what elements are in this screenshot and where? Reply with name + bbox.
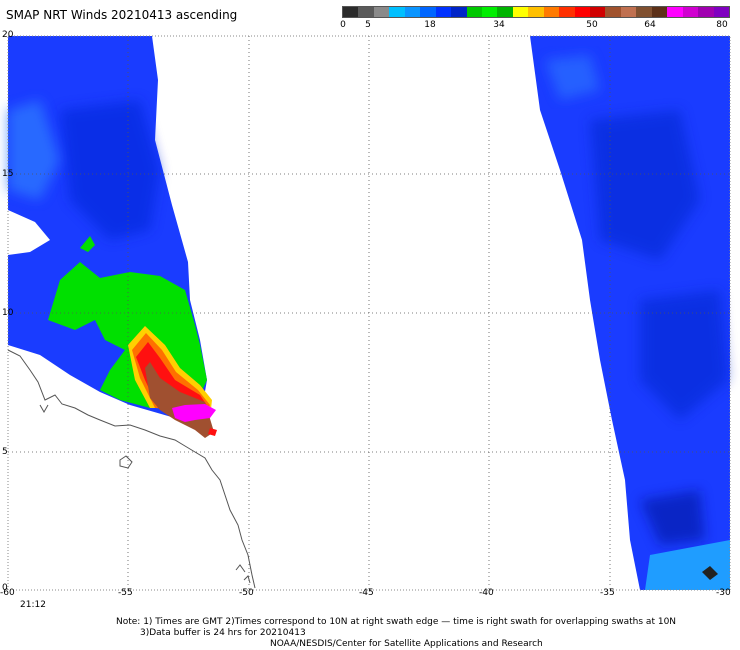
colorbar-swatch [358, 7, 374, 17]
storm-red-tip [208, 428, 217, 436]
y-tick-20: 20 [2, 30, 14, 40]
colorbar-swatch [528, 7, 544, 17]
x-tick-30: -30 [716, 588, 731, 598]
colorbar-swatch [435, 7, 452, 17]
colorbar-swatch [512, 7, 529, 17]
plot-frame [7, 35, 731, 591]
colorbar-swatch [667, 7, 683, 17]
y-tick-0: 0 [2, 583, 8, 593]
y-tick-5: 5 [2, 447, 8, 457]
colorbar-label-80: 80 [716, 20, 728, 30]
island-shape [119, 455, 133, 469]
colorbar-swatch [466, 7, 482, 17]
colorbar-swatch [682, 7, 699, 17]
left-swath-gap [8, 210, 50, 255]
colorbar-swatch [451, 7, 467, 17]
colorbar-swatch [420, 7, 436, 17]
colorbar-label-64: 64 [644, 20, 656, 30]
colorbar-label-34: 34 [493, 20, 505, 30]
colorbar-swatch [543, 7, 560, 17]
x-tick-45: -45 [359, 588, 374, 598]
note-line-1: Note: 1) Times are GMT 2)Times correspon… [116, 617, 677, 627]
colorbar-swatch [590, 7, 606, 17]
colorbar-swatch [481, 7, 498, 17]
x-tick-40: -40 [479, 588, 494, 598]
coastline-inlet [39, 404, 49, 414]
right-swath-light-2 [545, 55, 600, 100]
colorbar-swatch [373, 7, 390, 17]
colorbar-swatch [559, 7, 575, 17]
map-title: SMAP NRT Winds 20210413 ascending [6, 8, 238, 22]
colorbar-swatch [713, 7, 729, 17]
colorbar-swatch [389, 7, 405, 17]
right-swath-dark-2 [640, 290, 728, 420]
right-swath-dark-spot [702, 566, 718, 580]
colorbar-swatch [605, 7, 621, 17]
colorbar-swatch [620, 7, 637, 17]
storm-magenta [172, 404, 216, 422]
y-tick-10: 10 [2, 308, 14, 318]
left-swath-lightblue [8, 100, 60, 200]
x-tick-55: -55 [118, 588, 133, 598]
left-swath-green-tip [80, 236, 95, 252]
colorbar-label-18: 18 [424, 20, 436, 30]
colorbar-label-50: 50 [586, 20, 598, 30]
colorbar-label-0: 0 [340, 20, 346, 30]
colorbar-swatch [636, 7, 652, 17]
coastline [7, 349, 256, 589]
colorbar-label-5: 5 [365, 20, 371, 30]
right-swath-dark-3 [640, 490, 705, 545]
colorbar-swatch [404, 7, 421, 17]
x-tick-35: -35 [600, 588, 615, 598]
wind-speed-colorbar [342, 6, 730, 18]
map-plot-area [7, 35, 731, 591]
colorbar-swatch [651, 7, 668, 17]
colorbar-swatch [343, 7, 359, 17]
time-label: 21:12 [20, 600, 46, 610]
colorbar-swatch [497, 7, 513, 17]
note-line-2: 3)Data buffer is 24 hrs for 20210413 [140, 628, 306, 638]
right-swath-dark-1 [590, 110, 700, 260]
x-tick-60: -60 [0, 588, 15, 598]
coastline-islands [235, 564, 251, 584]
colorbar-swatch [574, 7, 590, 17]
x-tick-50: -50 [239, 588, 254, 598]
colorbar-swatch [698, 7, 714, 17]
grid [8, 36, 730, 590]
left-swath-blue-dark [60, 100, 160, 240]
note-line-3: NOAA/NESDIS/Center for Satellite Applica… [270, 639, 543, 649]
y-tick-15: 15 [2, 169, 14, 179]
